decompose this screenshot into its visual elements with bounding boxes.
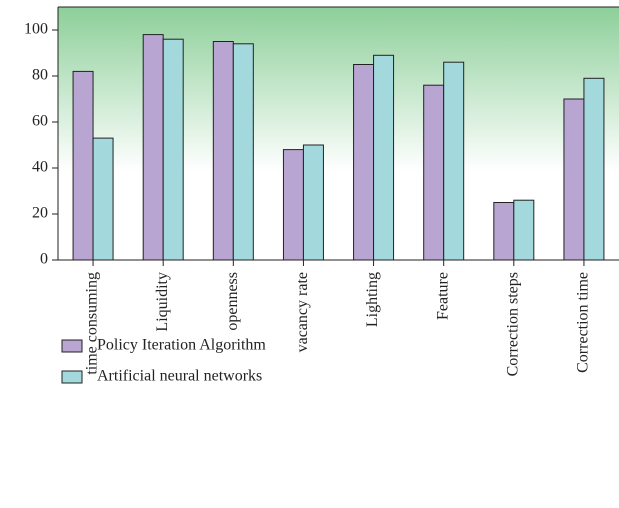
bar — [72, 70, 94, 261]
bar — [513, 199, 535, 261]
legend-swatch — [61, 339, 83, 353]
bar — [423, 84, 445, 261]
bar — [302, 144, 324, 261]
x-tick-label: Lighting — [364, 272, 381, 327]
x-tick-label: Correction steps — [504, 272, 521, 376]
bar — [232, 43, 254, 261]
bar — [212, 41, 234, 261]
legend-swatch — [61, 370, 83, 384]
bar — [563, 98, 585, 261]
x-tick-label: openness — [224, 272, 241, 331]
bar — [142, 34, 164, 261]
bar — [353, 64, 375, 261]
x-tick-label: Liquidity — [154, 272, 171, 332]
legend-label: Artificial neural networks — [97, 368, 262, 385]
bar — [282, 149, 304, 261]
bar — [443, 61, 465, 261]
y-tick-label: 80 — [32, 67, 48, 84]
x-tick-label: time consuming — [84, 272, 101, 375]
legend-label: Policy Iteration Algorithm — [97, 337, 266, 354]
bar — [162, 38, 184, 261]
y-tick-label: 40 — [32, 159, 48, 176]
y-tick-label: 100 — [24, 21, 48, 38]
bar — [92, 137, 114, 261]
y-tick-label: 20 — [32, 205, 48, 222]
plot-background — [58, 7, 619, 260]
x-tick-label: Feature — [434, 272, 451, 320]
y-tick-label: 0 — [40, 251, 48, 268]
bar — [373, 54, 395, 261]
x-tick-label: vacancy rate — [294, 272, 311, 352]
y-tick-label: 60 — [32, 113, 48, 130]
x-tick-label: Correction time — [575, 272, 592, 373]
bar — [583, 77, 605, 261]
bar — [493, 202, 515, 261]
